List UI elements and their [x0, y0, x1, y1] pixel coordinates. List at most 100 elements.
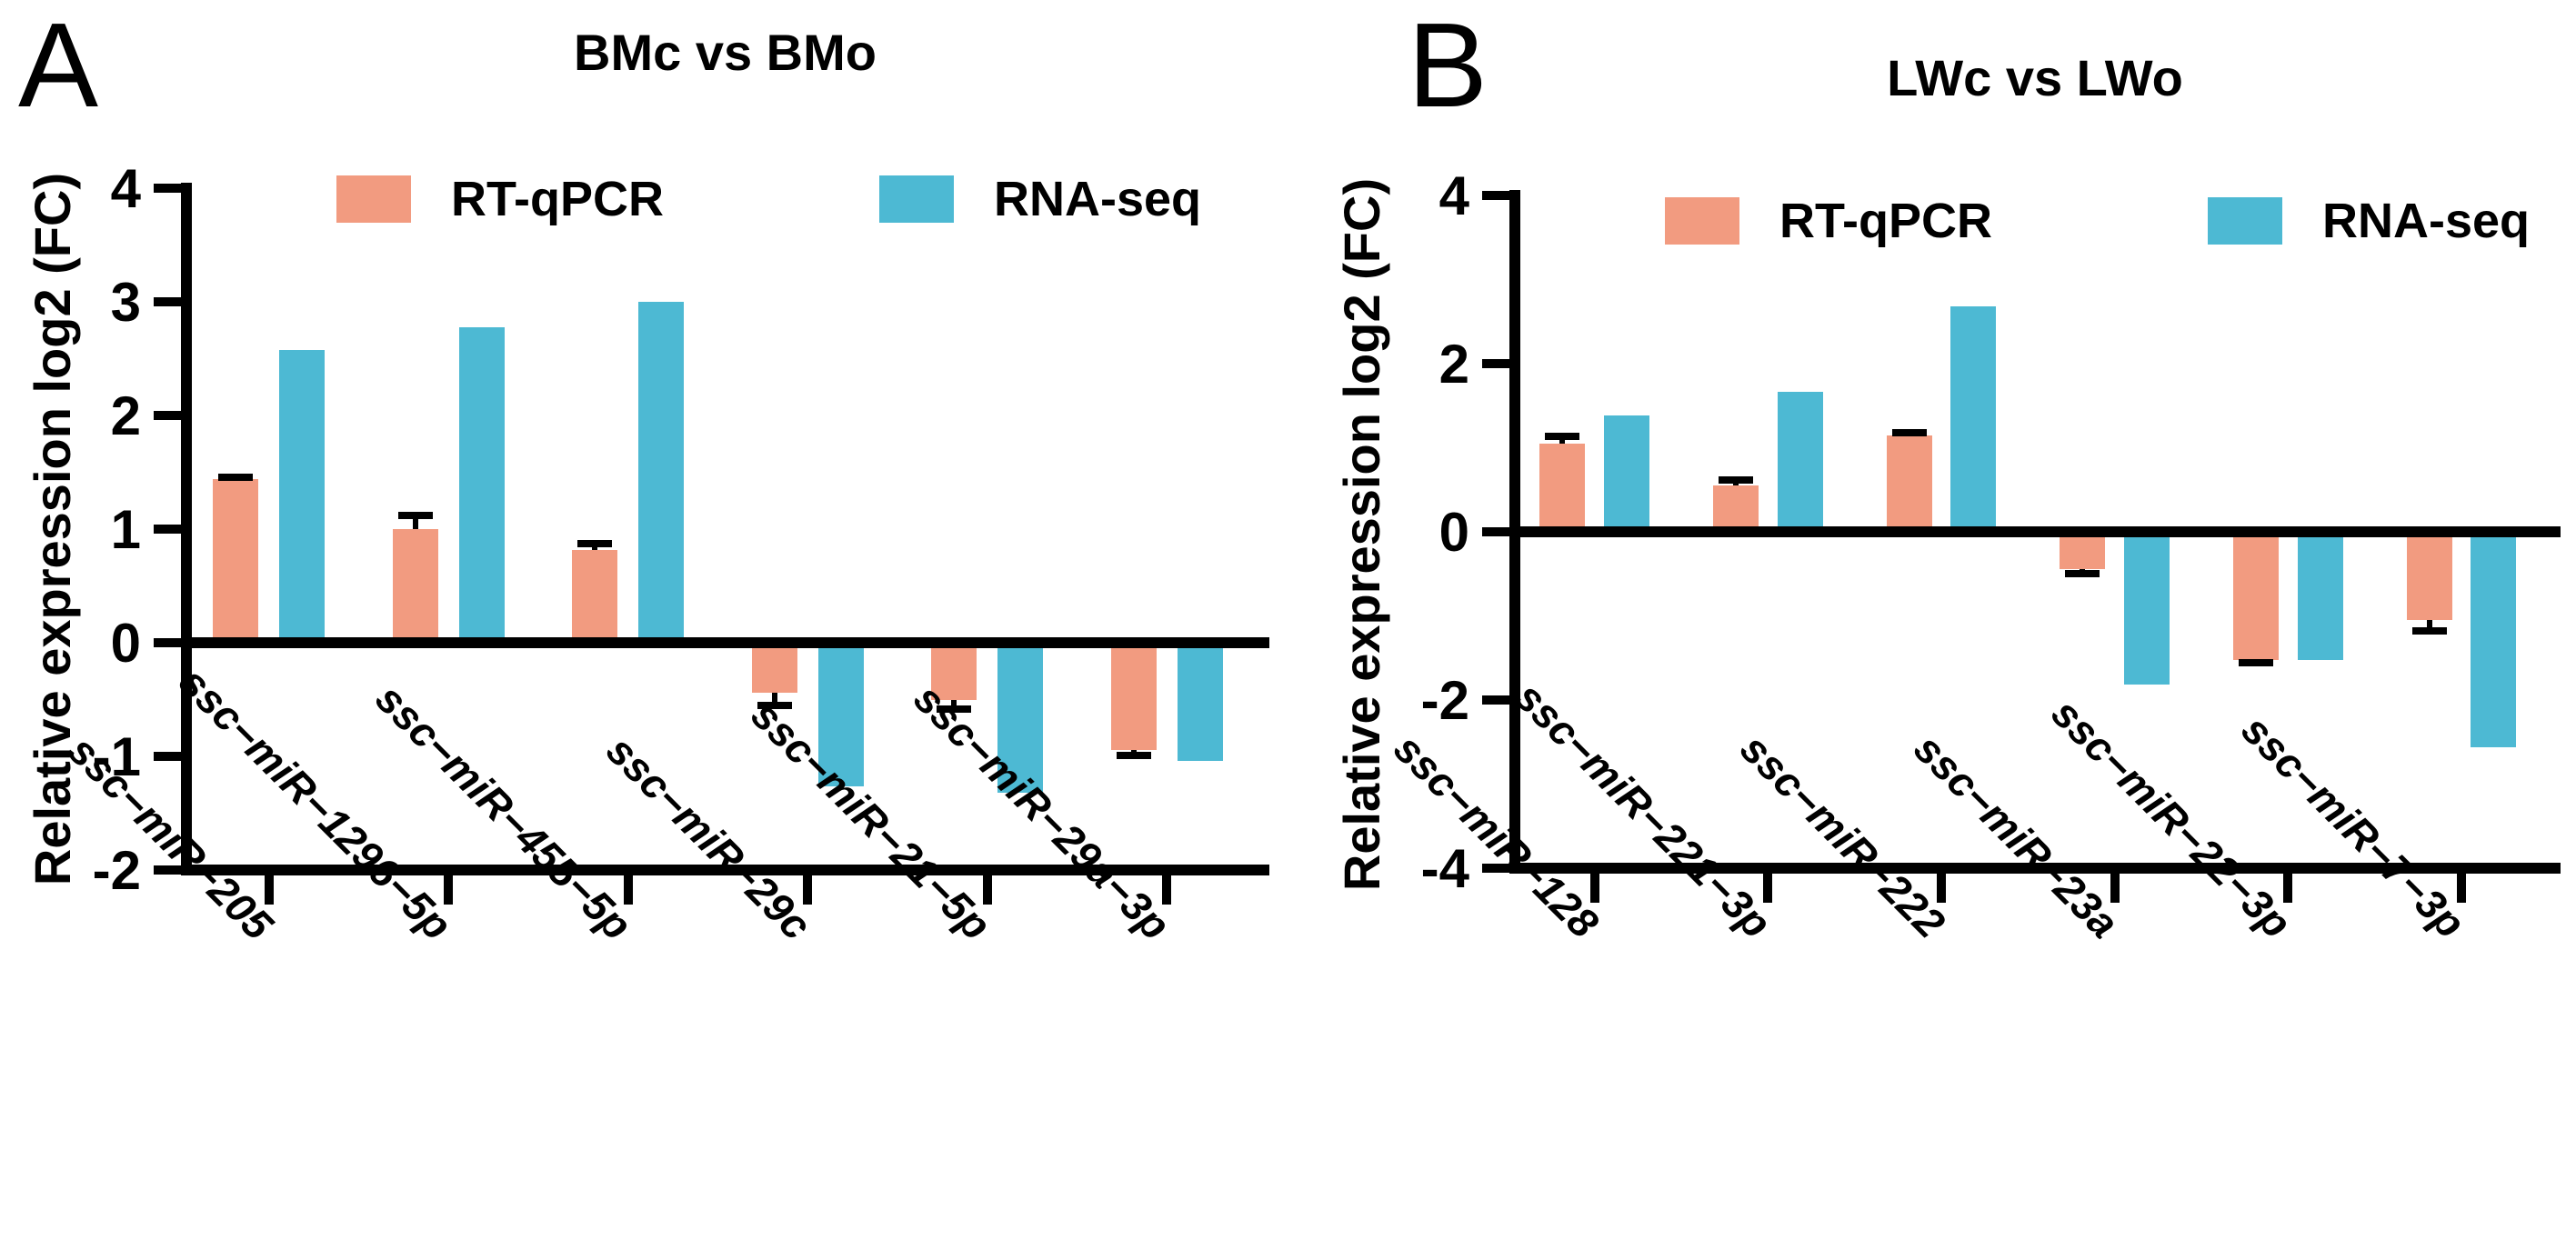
x-tick-mark	[264, 875, 274, 905]
error-bar-cap	[397, 512, 433, 519]
legend-label: RNA-seq	[994, 172, 1202, 226]
y-tick-label: 0	[1438, 502, 1469, 563]
bar-rt-qpcr	[2406, 532, 2452, 621]
legend-item-rna-seq: RNA-seq	[2208, 196, 2530, 245]
y-tick-label: 0	[110, 613, 141, 674]
y-tick-mark	[154, 411, 183, 420]
legend-item-rt-qpcr: RT-qPCR	[336, 175, 664, 224]
error-bar-cap	[1719, 475, 1754, 484]
y-tick-label: -1	[92, 726, 141, 787]
bar-rna-seq	[638, 302, 685, 643]
error-bar-cap	[1545, 433, 1580, 441]
y-tick-mark	[154, 752, 183, 761]
bar-rt-qpcr	[751, 643, 797, 693]
legend-item-rt-qpcr: RT-qPCR	[1665, 196, 1992, 245]
x-tick-mark	[623, 875, 633, 905]
error-bar-cap	[577, 540, 613, 548]
legend-a: RT-qPCR RNA-seq	[186, 175, 1264, 225]
error-bar-stem	[951, 699, 957, 709]
bar-rt-qpcr	[2060, 532, 2106, 569]
chart-title-a: BMc vs BMo	[574, 24, 877, 81]
plot-area-lwc-vs-lwo: 4 2 0 -2 -4 ssc−miR−128 ssc−miR−221−3p ssc−miR−…	[1385, 169, 2561, 947]
x-tick-mark	[1589, 874, 1599, 903]
rna-seq-swatch-icon	[879, 175, 954, 223]
x-tick-mark	[982, 875, 992, 905]
bar-rna-seq	[1177, 643, 1223, 761]
plot-area-bmc-vs-bmo: 4 3 2 1 0 -1 -2 ssc−miR−205 ssc−miR−1296−5p ssc−m…	[59, 162, 1269, 949]
x-tick-mark	[2283, 874, 2293, 903]
legend-item-rna-seq: RNA-seq	[879, 175, 1201, 224]
y-tick-mark	[1482, 527, 1511, 536]
zero-baseline	[1509, 526, 2561, 537]
error-bar-cap	[1116, 751, 1151, 759]
error-bar-cap	[757, 701, 792, 709]
y-tick-label: -2	[1420, 670, 1469, 731]
bar-rna-seq	[1950, 306, 1997, 532]
bar-rna-seq	[1777, 392, 1823, 532]
error-bar-cap	[2065, 570, 2100, 578]
rt-qpcr-swatch-icon	[336, 175, 411, 223]
bar-rt-qpcr	[2233, 532, 2280, 660]
y-tick-mark	[1482, 864, 1511, 873]
legend-b: RT-qPCR RNA-seq	[1515, 196, 2555, 247]
x-tick-mark	[1937, 874, 1947, 903]
y-tick-label: 3	[110, 272, 141, 333]
bar-rna-seq	[458, 326, 505, 643]
error-bar-cap	[937, 705, 972, 713]
bar-rna-seq	[1603, 415, 1649, 532]
legend-label: RT-qPCR	[1779, 194, 1992, 248]
y-tick-label: 2	[110, 385, 141, 446]
x-axis-line	[181, 865, 1269, 875]
y-tick-mark	[154, 865, 183, 875]
bar-rna-seq	[997, 643, 1044, 793]
bar-rt-qpcr	[1886, 435, 1932, 532]
bar-rna-seq	[2123, 532, 2170, 685]
y-tick-mark	[1482, 359, 1511, 368]
rna-seq-swatch-icon	[2208, 197, 2282, 245]
bar-rna-seq	[2471, 532, 2517, 747]
bar-rt-qpcr	[572, 549, 618, 643]
error-bar-cap	[1891, 428, 1927, 436]
bar-rt-qpcr	[931, 643, 977, 700]
bar-rt-qpcr	[1713, 485, 1759, 532]
error-bar-cap	[2239, 659, 2274, 667]
x-tick-mark	[803, 875, 813, 905]
y-tick-label: 4	[110, 158, 141, 219]
bar-rna-seq	[2297, 532, 2343, 660]
y-tick-label: -2	[92, 840, 141, 901]
panel-a-letter: A	[18, 0, 99, 132]
x-tick-mark	[1162, 875, 1172, 905]
bar-rna-seq	[817, 643, 864, 786]
panel-b-letter: B	[1408, 0, 1488, 132]
y-tick-mark	[154, 638, 183, 647]
y-tick-mark	[1482, 191, 1511, 200]
y-tick-label: 4	[1438, 165, 1469, 226]
y-tick-mark	[1482, 695, 1511, 705]
y-tick-mark	[154, 184, 183, 193]
error-bar-stem	[771, 693, 777, 705]
y-tick-mark	[154, 525, 183, 534]
bar-rt-qpcr	[1539, 443, 1586, 532]
error-bar-stem	[2426, 620, 2432, 632]
x-tick-mark	[1763, 874, 1773, 903]
y-tick-label: 2	[1438, 334, 1469, 395]
x-axis-line	[1509, 863, 2561, 874]
chart-title-b: LWc vs LWo	[1887, 49, 2183, 106]
zero-baseline	[181, 637, 1269, 648]
bar-rt-qpcr	[213, 479, 259, 643]
bar-rt-qpcr	[1110, 643, 1157, 750]
y-tick-label: 1	[110, 499, 141, 560]
bar-rt-qpcr	[392, 529, 438, 643]
error-bar-stem	[412, 515, 418, 529]
x-tick-mark	[2457, 874, 2467, 903]
error-bar-cap	[218, 473, 254, 481]
legend-label: RT-qPCR	[451, 172, 664, 226]
legend-label: RNA-seq	[2322, 194, 2531, 248]
y-tick-mark	[154, 297, 183, 306]
error-bar-cap	[2411, 627, 2447, 635]
x-tick-mark	[444, 875, 454, 905]
bar-rna-seq	[279, 349, 326, 643]
y-tick-label: -4	[1420, 838, 1469, 899]
x-tick-mark	[2110, 874, 2120, 903]
